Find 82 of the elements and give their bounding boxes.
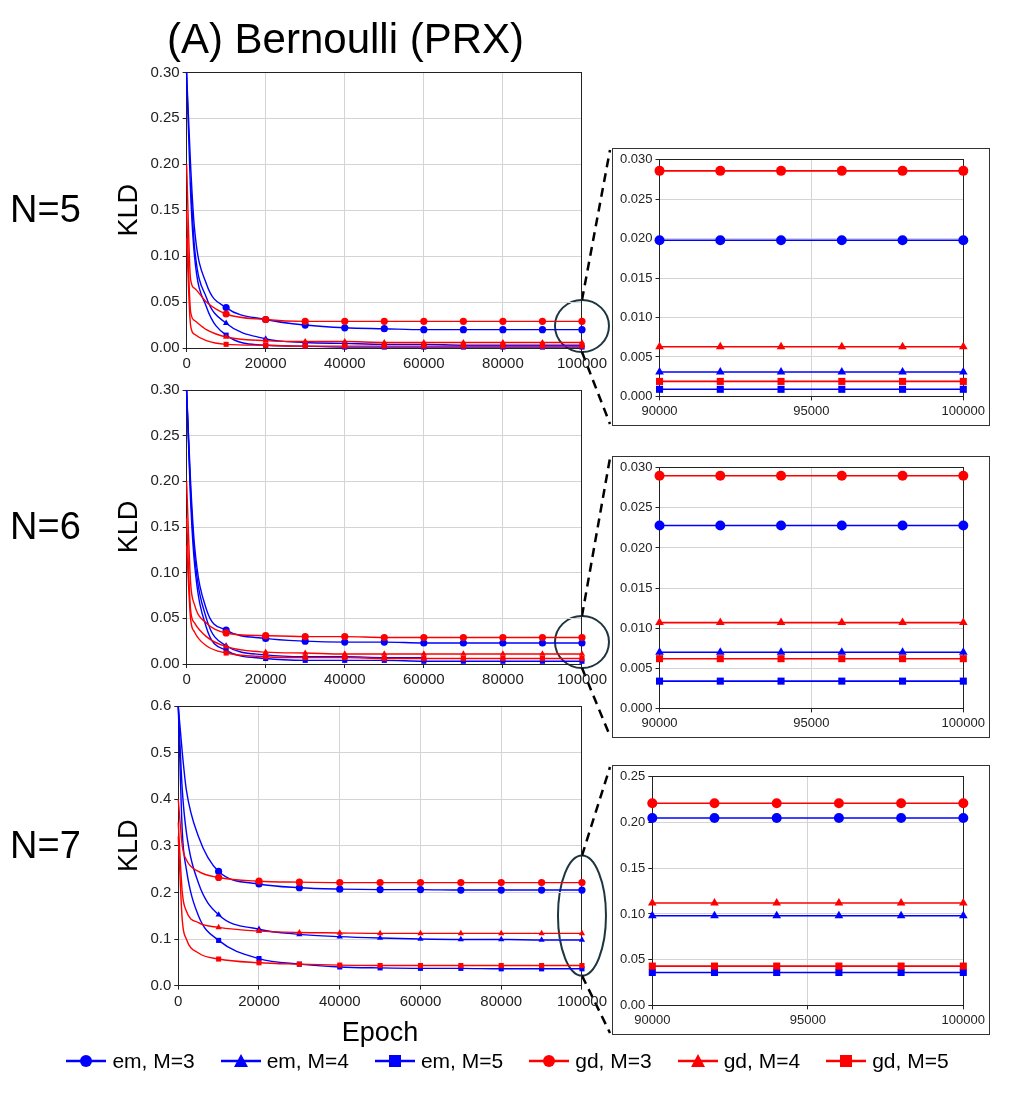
y-tick-label: 0.15 bbox=[150, 517, 180, 535]
y-tick-label: 0.10 bbox=[150, 246, 180, 264]
y-tick-label: 0.020 bbox=[619, 230, 653, 246]
y-tick-label: 0.020 bbox=[619, 539, 653, 555]
legend-label: gd, M=3 bbox=[575, 1049, 652, 1073]
y-tick-label: 0.2 bbox=[150, 882, 172, 900]
y-tick-label: 0.15 bbox=[150, 200, 180, 218]
x-tick-label: 80000 bbox=[482, 354, 524, 372]
y-tick-label: 0.15 bbox=[619, 859, 646, 875]
y-tick-label: 0.10 bbox=[619, 905, 646, 921]
x-tick-label: 20000 bbox=[238, 991, 280, 1009]
x-tick-label: 40000 bbox=[323, 670, 366, 688]
legend-label: em, M=3 bbox=[112, 1049, 195, 1073]
y-axis-title: KLD bbox=[112, 819, 143, 873]
x-tick-label: 100000 bbox=[556, 670, 607, 688]
y-tick-label: 0.015 bbox=[619, 579, 653, 595]
y-tick-label: 0.010 bbox=[619, 309, 653, 325]
x-tick-label: 90000 bbox=[634, 1011, 671, 1027]
y-tick-label: 0.010 bbox=[619, 619, 653, 635]
legend-label: em, M=5 bbox=[420, 1049, 504, 1073]
y-tick-label: 0.015 bbox=[619, 269, 653, 285]
x-tick-label: 60000 bbox=[402, 670, 445, 688]
x-axis-title: Epoch bbox=[341, 1017, 419, 1048]
y-tick-label: 0.1 bbox=[150, 929, 172, 947]
text: N=7 bbox=[10, 823, 81, 867]
x-tick-label: 40000 bbox=[318, 991, 361, 1009]
y-tick-label: 0.25 bbox=[150, 108, 180, 126]
y-tick-label: 0.25 bbox=[619, 768, 646, 784]
x-tick-label: 80000 bbox=[482, 670, 524, 688]
text: N=5 bbox=[10, 188, 81, 232]
y-tick-label: 0.30 bbox=[150, 380, 180, 398]
x-tick-label: 100000 bbox=[941, 1011, 986, 1027]
y-tick-label: 0.4 bbox=[150, 789, 172, 807]
y-tick-label: 0.25 bbox=[150, 425, 180, 443]
y-tick-label: 0.05 bbox=[619, 951, 646, 967]
x-tick-label: 0 bbox=[174, 991, 183, 1009]
x-tick-label: 100000 bbox=[556, 354, 607, 372]
y-tick-label: 0.20 bbox=[150, 154, 180, 172]
y-axis-title: KLD bbox=[112, 500, 143, 554]
x-tick-label: 100000 bbox=[556, 991, 607, 1009]
y-tick-label: 0.10 bbox=[150, 562, 180, 580]
y-tick-label: 0.00 bbox=[150, 338, 180, 356]
x-tick-label: 100000 bbox=[941, 402, 986, 418]
x-tick-label: 40000 bbox=[323, 354, 366, 372]
x-tick-label: 90000 bbox=[641, 402, 678, 418]
y-tick-label: 0.00 bbox=[150, 654, 180, 672]
y-tick-label: 0.030 bbox=[619, 459, 653, 475]
text: N=6 bbox=[10, 505, 81, 548]
x-tick-label: 100000 bbox=[941, 714, 986, 730]
y-tick-label: 0.6 bbox=[150, 696, 172, 714]
y-tick-label: 0.20 bbox=[150, 471, 180, 489]
x-tick-label: 95000 bbox=[793, 714, 830, 730]
y-axis-title: KLD bbox=[112, 183, 143, 237]
x-tick-label: 90000 bbox=[641, 714, 678, 730]
y-tick-label: 0.20 bbox=[619, 814, 646, 830]
y-tick-label: 0.05 bbox=[150, 608, 180, 626]
y-tick-label: 0.025 bbox=[619, 499, 653, 515]
y-tick-label: 0.005 bbox=[619, 659, 653, 675]
y-tick-label: 0.0 bbox=[150, 975, 172, 993]
x-tick-label: 0 bbox=[182, 670, 191, 688]
y-tick-label: 0.05 bbox=[150, 292, 180, 310]
x-tick-label: 60000 bbox=[402, 354, 445, 372]
y-tick-label: 0.3 bbox=[150, 835, 172, 853]
y-tick-label: 0.30 bbox=[150, 62, 180, 80]
x-tick-label: 60000 bbox=[399, 991, 442, 1009]
y-tick-label: 0.005 bbox=[619, 348, 653, 364]
legend-label: gd, M=5 bbox=[872, 1049, 949, 1073]
chart-title: (A) Bernoulli (PRX) bbox=[166, 14, 525, 62]
x-tick-label: 95000 bbox=[789, 1011, 826, 1027]
y-tick-label: 0.000 bbox=[619, 387, 653, 403]
legend-label: em, M=4 bbox=[266, 1049, 349, 1073]
x-tick-label: 20000 bbox=[244, 354, 287, 372]
y-tick-label: 0.025 bbox=[619, 190, 653, 206]
x-tick-label: 20000 bbox=[244, 670, 287, 688]
legend-label: gd, M=4 bbox=[723, 1049, 801, 1073]
x-tick-label: 95000 bbox=[793, 402, 830, 418]
x-tick-label: 80000 bbox=[480, 991, 523, 1009]
y-tick-label: 0.000 bbox=[619, 699, 653, 715]
y-tick-label: 0.00 bbox=[619, 996, 646, 1012]
y-tick-label: 0.030 bbox=[619, 151, 653, 167]
y-tick-label: 0.5 bbox=[150, 742, 172, 760]
x-tick-label: 0 bbox=[182, 354, 191, 372]
